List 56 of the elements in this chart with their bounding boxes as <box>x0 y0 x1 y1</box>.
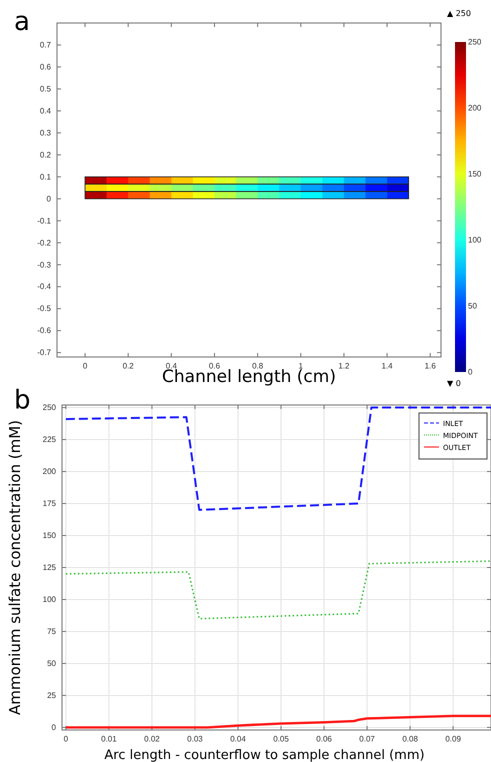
y-tick-label: 100 <box>42 595 57 604</box>
y-tick-label: 0.4 <box>40 106 52 116</box>
line-series <box>64 714 491 729</box>
color-bar-label: 200 <box>468 104 482 113</box>
x-tick-label: 0.08 <box>402 734 418 744</box>
x-tick-label: 0.07 <box>359 734 376 744</box>
y-tick-label: 50 <box>47 659 57 668</box>
x-axis-title: Arc length - counterflow to sample channel (mm) <box>104 748 425 762</box>
x-tick-label: 0.04 <box>230 734 246 744</box>
y-tick-label: -0.7 <box>37 348 52 358</box>
y-tick-label: -0.2 <box>37 238 52 248</box>
color-bar-label: 150 <box>468 170 482 179</box>
x-tick-label: 0.06 <box>316 734 332 744</box>
x-tick-label: 1.6 <box>424 362 436 371</box>
y-axis-title: Ammonium sulfate concentration (mM) <box>6 420 24 715</box>
text: b <box>14 385 31 416</box>
y-tick-label: 200 <box>42 467 57 476</box>
y-tick-label: 150 <box>42 531 57 540</box>
x-tick-label: 0.09 <box>445 734 462 744</box>
color-bar-label: 0 <box>468 368 473 377</box>
line-series <box>64 406 491 511</box>
x-tick-label: 0 <box>64 734 69 744</box>
x-tick-label: 0.2 <box>122 362 134 371</box>
color-bar-label: 100 <box>468 236 482 245</box>
x-tick-label: 0.02 <box>144 734 160 744</box>
x-tick-label: 1.2 <box>338 362 350 371</box>
y-tick-label: -0.4 <box>37 282 52 292</box>
y-tick-label: 0 <box>52 723 57 732</box>
y-tick-label: 0.2 <box>40 150 52 160</box>
x-tick-label: 1.4 <box>382 362 394 371</box>
y-tick-label: 125 <box>42 563 57 572</box>
y-tick-label: 225 <box>42 435 57 444</box>
y-tick-label: 250 <box>42 403 57 412</box>
text: a <box>14 7 30 37</box>
x-tick-label: 0.03 <box>187 734 204 744</box>
text: ▼ 0 <box>447 379 461 388</box>
y-tick-label: 0.5 <box>40 84 52 94</box>
color-bar-label: 50 <box>468 302 478 311</box>
y-tick-label: 25 <box>47 691 57 700</box>
x-tick-label: 0 <box>82 362 88 371</box>
y-tick-label: -0.1 <box>37 216 52 226</box>
y-tick-label: 0.3 <box>40 128 52 138</box>
y-tick-label: 0.1 <box>40 172 52 182</box>
y-tick-label: 0 <box>46 194 52 204</box>
y-tick-label: -0.6 <box>37 326 52 336</box>
line-series <box>65 560 491 620</box>
x-tick-label: 0.05 <box>273 734 290 744</box>
x-tick-label: 0.01 <box>101 734 118 744</box>
color-bar-label: 250 <box>468 38 482 47</box>
y-tick-label: -0.5 <box>37 304 52 314</box>
y-tick-label: -0.3 <box>37 260 52 270</box>
text: ▲ 250 <box>447 9 471 18</box>
y-tick-label: 0.6 <box>40 62 52 72</box>
y-tick-label: 175 <box>42 499 57 508</box>
y-tick-label: 75 <box>47 627 57 636</box>
y-tick-label: 0.7 <box>40 40 52 50</box>
